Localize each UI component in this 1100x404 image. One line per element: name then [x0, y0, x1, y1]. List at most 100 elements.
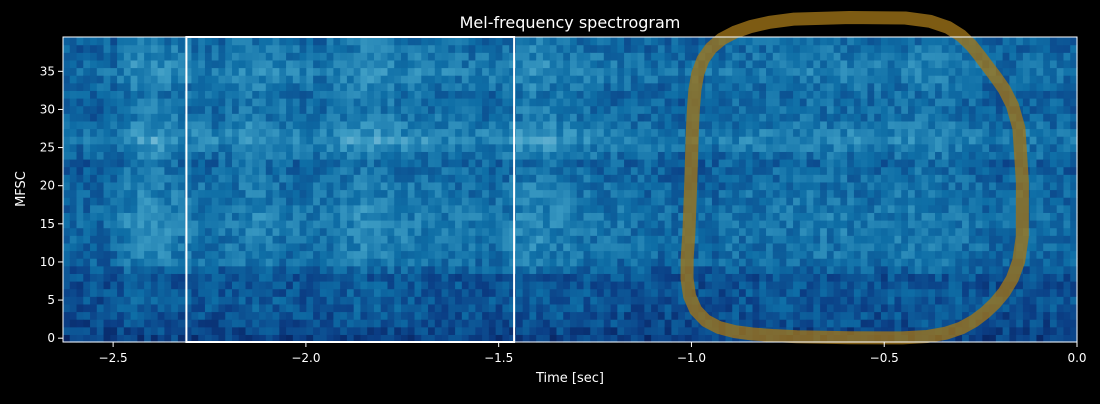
heatmap-cell	[191, 105, 199, 114]
heatmap-cell	[644, 37, 652, 46]
heatmap-cell	[853, 220, 862, 229]
heatmap-cell	[292, 143, 301, 152]
heatmap-cell	[570, 258, 578, 267]
heatmap-cell	[204, 273, 213, 282]
heatmap-cell	[144, 311, 152, 320]
heatmap-cell	[576, 174, 585, 183]
heatmap-cell	[387, 281, 395, 290]
heatmap-cell	[536, 59, 544, 69]
heatmap-cell	[333, 273, 341, 282]
heatmap-cell	[380, 227, 389, 236]
heatmap-cell	[279, 189, 287, 198]
heatmap-cell	[502, 235, 510, 244]
heatmap-cell	[333, 37, 341, 46]
heatmap-cell	[333, 204, 341, 213]
heatmap-cell	[110, 151, 118, 160]
heatmap-cell	[259, 67, 267, 76]
heatmap-cell	[259, 174, 267, 183]
heatmap-cell	[421, 143, 429, 152]
heatmap-cell	[272, 319, 280, 328]
heatmap-cell	[597, 113, 605, 122]
heatmap-cell	[184, 235, 193, 244]
heatmap-cell	[225, 265, 233, 274]
heatmap-cell	[340, 98, 348, 107]
heatmap-cell	[833, 250, 841, 259]
heatmap-cell	[542, 250, 551, 259]
heatmap-cell	[279, 273, 287, 282]
heatmap-cell	[252, 311, 260, 320]
heatmap-cell	[705, 181, 713, 191]
heatmap-cell	[198, 128, 206, 137]
heatmap-cell	[401, 159, 409, 168]
heatmap-cell	[732, 37, 740, 46]
heatmap-cell	[333, 326, 341, 335]
heatmap-cell	[265, 189, 274, 198]
heatmap-cell	[252, 227, 260, 236]
heatmap-cell	[603, 334, 612, 343]
heatmap-cell	[401, 44, 409, 53]
heatmap-cell	[671, 303, 679, 313]
heatmap-cell	[76, 67, 84, 76]
heatmap-cell	[211, 128, 220, 137]
heatmap-cell	[198, 174, 206, 183]
heatmap-cell	[617, 44, 625, 53]
heatmap-cell	[583, 59, 591, 69]
heatmap-cell	[286, 265, 294, 274]
heatmap-cell	[590, 90, 598, 99]
heatmap-cell	[570, 281, 578, 290]
heatmap-cell	[786, 128, 794, 137]
heatmap-cell	[772, 189, 781, 198]
heatmap-cell	[542, 326, 551, 335]
heatmap-cell	[292, 242, 301, 252]
heatmap-cell	[522, 159, 531, 168]
heatmap-cell	[657, 44, 666, 53]
heatmap-cell	[63, 37, 71, 46]
heatmap-cell	[853, 296, 862, 305]
heatmap-cell	[90, 120, 98, 130]
heatmap-cell	[326, 82, 334, 91]
heatmap-cell	[813, 174, 821, 183]
heatmap-cell	[407, 204, 416, 213]
heatmap-cell	[238, 151, 247, 160]
heatmap-cell	[353, 37, 362, 46]
heatmap-cell	[448, 159, 456, 168]
heatmap-cell	[664, 113, 672, 122]
heatmap-cell	[346, 281, 355, 290]
heatmap-cell	[529, 75, 537, 84]
heatmap-cell	[874, 220, 882, 229]
heatmap-cell	[63, 189, 71, 198]
heatmap-cell	[211, 143, 220, 152]
heatmap-cell	[806, 250, 814, 259]
heatmap-cell	[171, 197, 179, 206]
heatmap-cell	[96, 136, 105, 145]
heatmap-cell	[110, 98, 118, 107]
heatmap-cell	[177, 265, 186, 274]
heatmap-cell	[657, 212, 666, 221]
heatmap-cell	[232, 326, 240, 335]
heatmap-cell	[826, 44, 835, 53]
heatmap-cell	[326, 189, 334, 198]
heatmap-cell	[657, 159, 666, 168]
heatmap-cell	[853, 75, 862, 84]
heatmap-cell	[259, 189, 267, 198]
heatmap-cell	[360, 181, 368, 191]
heatmap-cell	[137, 220, 145, 229]
heatmap-cell	[542, 75, 551, 84]
heatmap-cell	[157, 120, 165, 130]
heatmap-cell	[245, 189, 253, 198]
heatmap-cell	[786, 311, 794, 320]
heatmap-cell	[90, 235, 98, 244]
heatmap-cell	[326, 242, 334, 252]
heatmap-cell	[833, 220, 841, 229]
heatmap-cell	[515, 235, 524, 244]
heatmap-cell	[867, 181, 875, 191]
heatmap-cell	[847, 273, 855, 282]
heatmap-cell	[96, 303, 105, 313]
heatmap-cell	[259, 98, 267, 107]
heatmap-cell	[164, 151, 172, 160]
heatmap-cell	[745, 212, 754, 221]
heatmap-cell	[718, 181, 727, 191]
heatmap-cell	[840, 319, 848, 328]
heatmap-cell	[401, 326, 409, 335]
heatmap-cell	[225, 174, 233, 183]
